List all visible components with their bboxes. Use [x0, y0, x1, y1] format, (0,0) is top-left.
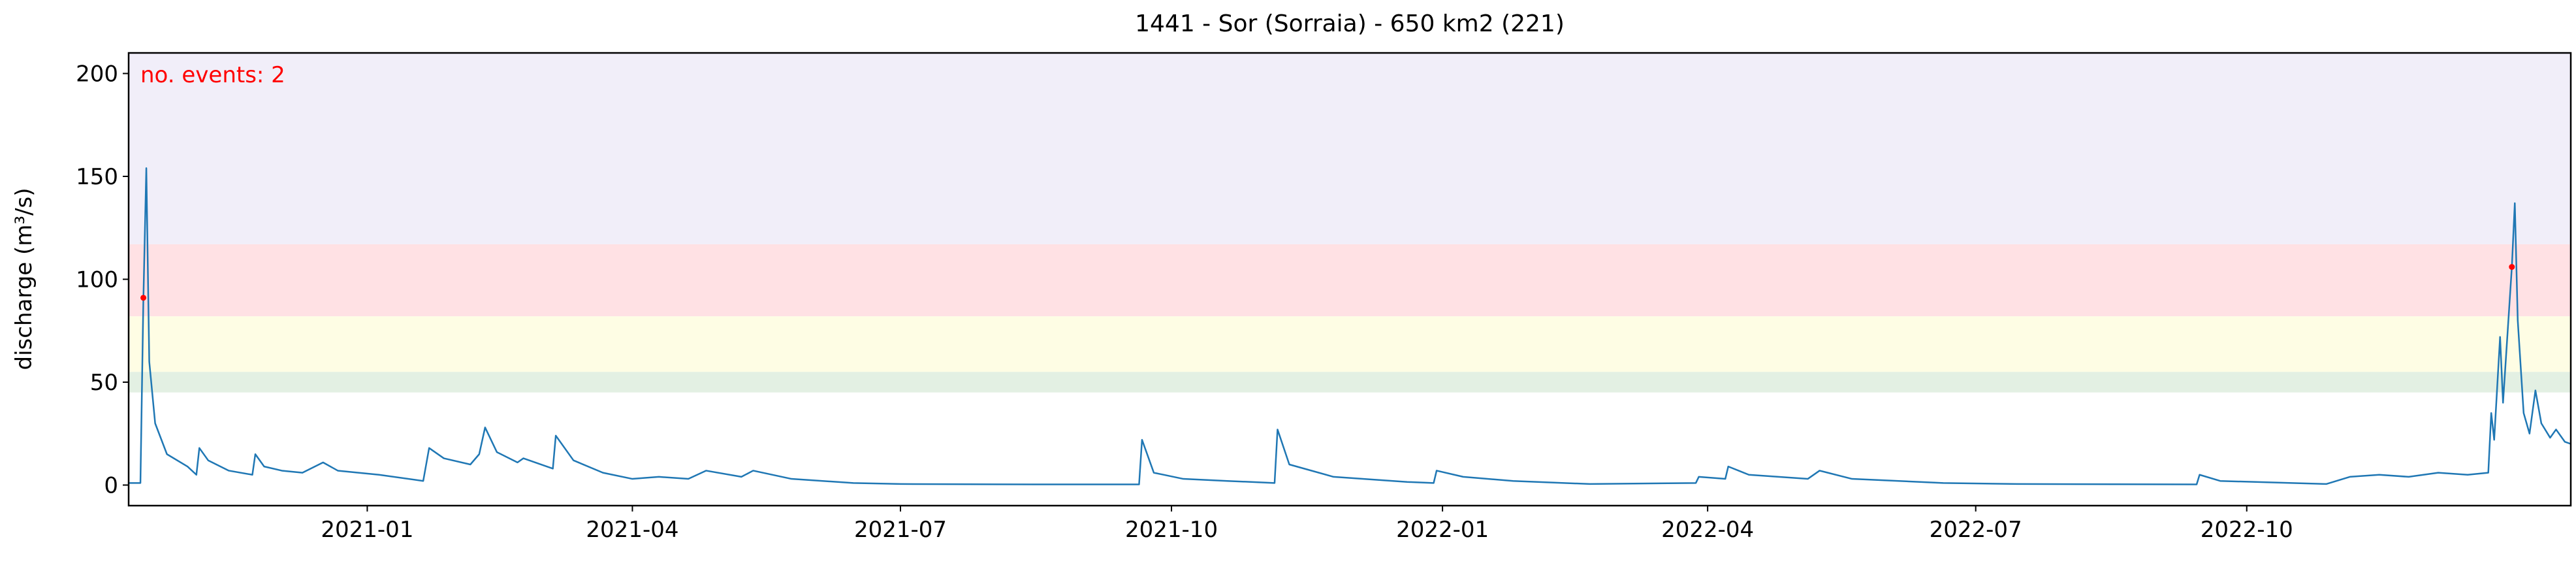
x-tick-label: 2021-01	[321, 517, 413, 543]
plot-frame	[127, 52, 2572, 507]
x-tick-label: 2021-04	[586, 517, 678, 543]
event-point	[2509, 264, 2515, 270]
event-point	[140, 295, 147, 301]
y-tick-label: 150	[76, 164, 118, 190]
x-tick-label: 2022-07	[1930, 517, 2022, 543]
discharge-line	[129, 167, 2571, 485]
events-annotation: no. events: 2	[140, 62, 285, 88]
x-tick-label: 2022-01	[1396, 517, 1489, 543]
y-tick-label: 200	[76, 61, 118, 88]
threshold-band	[129, 372, 2571, 393]
x-tick-label: 2021-10	[1125, 517, 1218, 543]
threshold-band	[129, 316, 2571, 372]
x-tick-label: 2022-10	[2201, 517, 2293, 543]
y-tick-label: 50	[90, 370, 118, 396]
x-tick-label: 2021-07	[854, 517, 947, 543]
threshold-band	[129, 244, 2571, 317]
y-tick-label: 0	[104, 473, 118, 499]
y-axis-label: discharge (m³/s)	[11, 188, 37, 370]
y-tick-label: 100	[76, 267, 118, 293]
chart-title: 1441 - Sor (Sorraia) - 650 km2 (221)	[1135, 10, 1565, 37]
threshold-band	[129, 53, 2571, 244]
x-tick-label: 2022-04	[1661, 517, 1754, 543]
